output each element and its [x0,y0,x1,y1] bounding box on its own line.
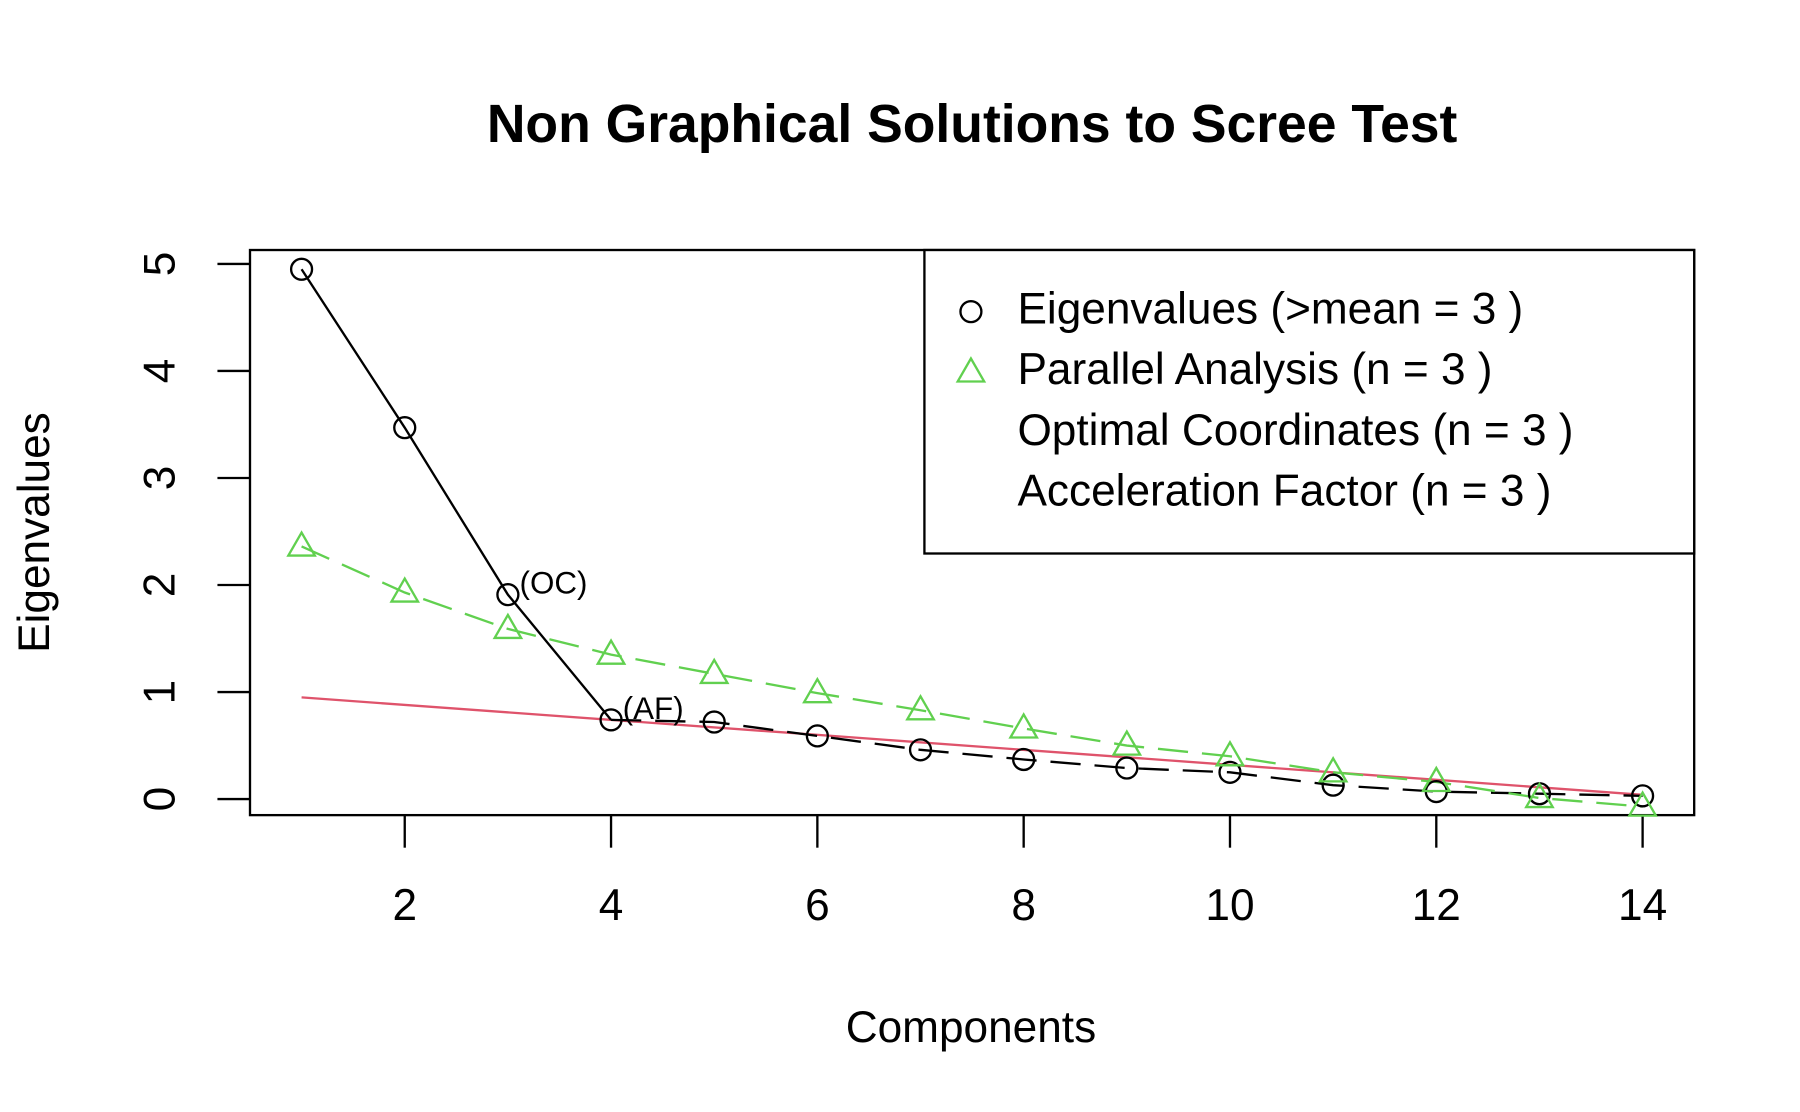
marker [702,710,726,734]
marker [595,638,627,665]
y-tick-label: 4 [135,359,184,384]
annotation: (AF) [623,691,684,726]
legend-label: Optimal Coordinates (n = 3 ) [1017,406,1573,455]
y-axis-label: Eigenvalues [10,412,59,653]
marker [908,738,933,762]
x-tick-label: 4 [599,881,624,930]
x-tick-label: 6 [805,881,830,930]
marker [805,724,829,748]
series-line [301,545,1643,808]
x-tick-label: 2 [392,881,417,930]
x-tick-label: 14 [1618,881,1667,930]
marker [1111,729,1143,756]
marker [289,257,314,281]
marker [1630,784,1655,808]
legend-frame [923,248,1696,555]
annotation: (OC) [520,566,588,601]
legend-label: Parallel Analysis (n = 3 ) [1017,345,1492,394]
chart-title: Non Graphical Solutions to Scree Test [487,95,1458,154]
marker [492,612,524,640]
y-tick-label: 0 [135,787,184,812]
x-tick-label: 12 [1412,881,1461,930]
marker [905,693,936,721]
marker [599,708,623,732]
legend-marker [955,356,987,383]
marker [802,676,833,704]
legend-marker [959,300,983,324]
marker [1321,773,1345,797]
marker [286,530,317,557]
marker [1218,760,1242,784]
x-tick-label: 8 [1011,881,1036,930]
y-tick-label: 3 [135,466,184,491]
y-tick-label: 5 [135,252,184,277]
legend-label: Acceleration Factor (n = 3 ) [1017,467,1551,516]
marker [1115,756,1139,780]
oc-line [301,696,1643,796]
marker [1012,747,1036,772]
marker [389,576,421,603]
y-tick-label: 2 [135,573,184,598]
marker [1214,739,1246,767]
marker [393,416,417,440]
marker [1421,765,1452,793]
x-axis-label: Components [846,1003,1096,1052]
marker [496,583,520,607]
y-tick-label: 1 [135,680,184,705]
marker [1317,756,1349,783]
marker [1627,790,1658,817]
marker [1008,712,1039,739]
marker [1524,781,1555,809]
x-tick-label: 10 [1205,881,1254,930]
legend-label: Eigenvalues (>mean = 3 ) [1017,284,1523,333]
marker [698,657,730,685]
series-line [611,718,1643,798]
series-line [300,268,612,721]
